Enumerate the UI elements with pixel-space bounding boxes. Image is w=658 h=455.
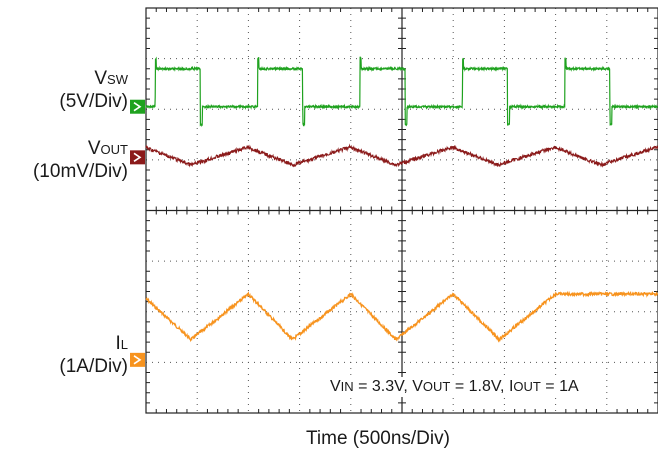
il-marker-box xyxy=(130,352,145,367)
il-label: IL (1A/Div) xyxy=(59,333,128,377)
vsw-label: VSW (5V/Div) xyxy=(59,68,128,112)
vsw-marker-box xyxy=(130,99,145,114)
vsw-trace xyxy=(145,55,658,128)
il-marker-arrow xyxy=(133,355,142,365)
vout-marker-arrow xyxy=(133,152,142,163)
operating-conditions: VIN = 3.3V, VOUT = 1.8V, IOUT = 1A xyxy=(330,377,579,397)
vout-marker-box xyxy=(130,150,145,165)
vout-label: VOUT (10mV/Div) xyxy=(32,138,128,182)
vout-marker xyxy=(130,150,145,165)
vout-trace xyxy=(145,143,658,168)
il-marker xyxy=(130,352,145,367)
il-trace xyxy=(145,290,658,343)
x-axis-label: Time (500ns/Div) xyxy=(306,428,450,449)
vsw-marker xyxy=(130,99,145,114)
vsw-marker-arrow xyxy=(133,102,142,112)
